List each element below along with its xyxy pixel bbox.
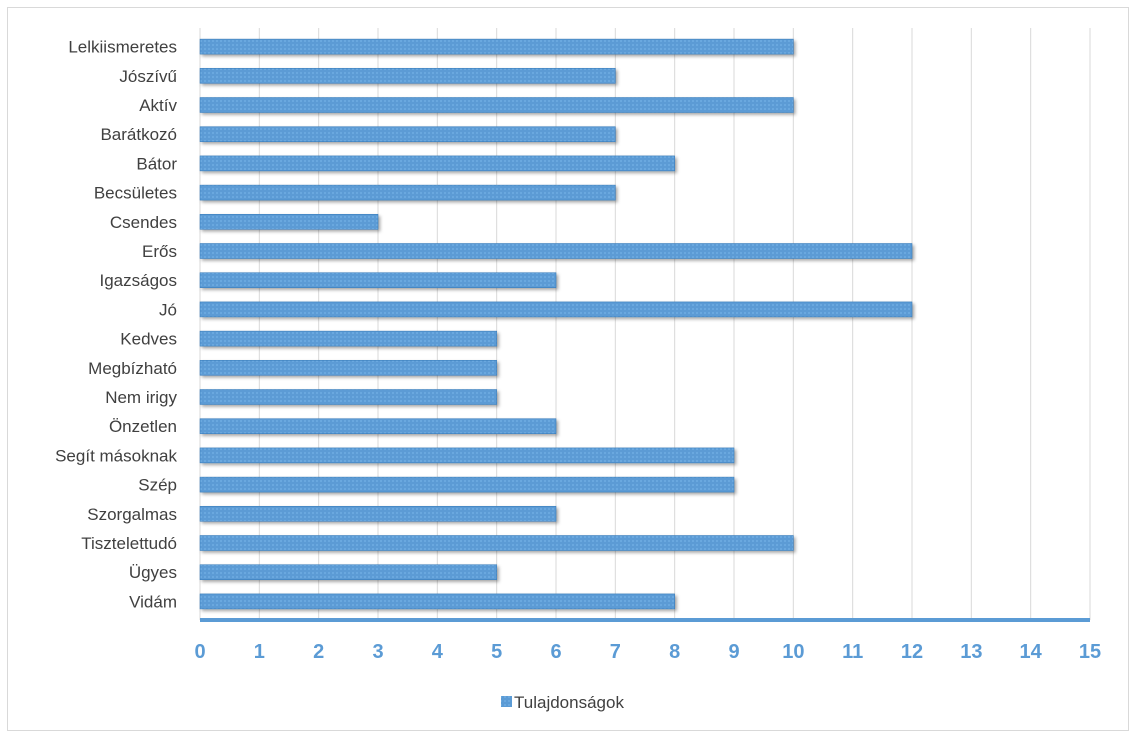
category-label: Szép	[138, 476, 177, 495]
category-label: Erős	[142, 242, 177, 261]
category-label: Csendes	[110, 213, 177, 232]
bar	[199, 360, 497, 376]
category-label: Bátor	[136, 154, 177, 173]
category-label: Becsületes	[94, 184, 177, 203]
gridlines	[199, 28, 1091, 620]
category-label: Lelkiismeretes	[68, 38, 177, 57]
bar	[199, 126, 616, 142]
bars	[199, 38, 913, 610]
category-label: Jószívű	[119, 67, 177, 86]
category-label: Kedves	[120, 330, 177, 349]
category-label: Szorgalmas	[87, 505, 177, 524]
bar	[199, 243, 913, 259]
bar	[199, 418, 557, 434]
bar	[199, 564, 497, 580]
x-tick-label: 4	[432, 641, 444, 663]
bar	[199, 184, 616, 201]
x-tick-label: 5	[491, 641, 502, 663]
x-tick-label: 7	[610, 641, 621, 663]
bar	[199, 272, 557, 288]
bar	[199, 593, 675, 610]
legend: Tulajdonságok	[501, 693, 624, 712]
category-label: Jó	[159, 300, 177, 319]
category-label: Barátkozó	[100, 125, 177, 144]
bar	[199, 330, 497, 347]
bar	[199, 389, 497, 405]
category-labels: Lelkiismeretes Jószívű Aktív Barátkozó Bátor…	[55, 38, 177, 612]
category-label: Ügyes	[129, 563, 177, 582]
bar	[199, 214, 379, 230]
category-label: Tisztelettudó	[81, 534, 177, 553]
bar	[199, 97, 794, 113]
x-tick-label: 15	[1079, 641, 1101, 663]
bar	[199, 506, 557, 522]
bar	[199, 68, 616, 84]
legend-label: Tulajdonságok	[514, 693, 624, 712]
category-label: Önzetlen	[109, 417, 177, 436]
x-tick-labels: 0 1 2 3 4 5 6 7 8 9 10 11 12 13 14 15	[194, 641, 1101, 663]
x-tick-label: 1	[254, 641, 265, 663]
bar	[199, 38, 794, 55]
x-tick-label: 2	[313, 641, 324, 663]
x-tick-label: 0	[194, 641, 205, 663]
category-label: Vidám	[129, 592, 177, 611]
bar	[199, 155, 675, 172]
x-tick-label: 14	[1020, 641, 1043, 663]
x-tick-label: 6	[550, 641, 561, 663]
category-label: Segít másoknak	[55, 446, 177, 465]
bar	[199, 447, 735, 464]
x-tick-label: 10	[782, 641, 804, 663]
bar	[199, 535, 794, 551]
bar	[199, 301, 913, 318]
x-tick-label: 13	[960, 641, 982, 663]
x-tick-label: 8	[669, 641, 680, 663]
category-label: Aktív	[139, 96, 177, 115]
legend-swatch	[501, 696, 512, 707]
x-tick-label: 12	[901, 641, 923, 663]
x-tick-label: 9	[728, 641, 739, 663]
category-label: Nem irigy	[105, 388, 177, 407]
x-tick-label: 11	[842, 641, 863, 663]
bar	[199, 476, 735, 493]
category-label: Megbízható	[88, 359, 177, 378]
x-tick-label: 3	[372, 641, 383, 663]
category-label: Igazságos	[100, 271, 178, 290]
